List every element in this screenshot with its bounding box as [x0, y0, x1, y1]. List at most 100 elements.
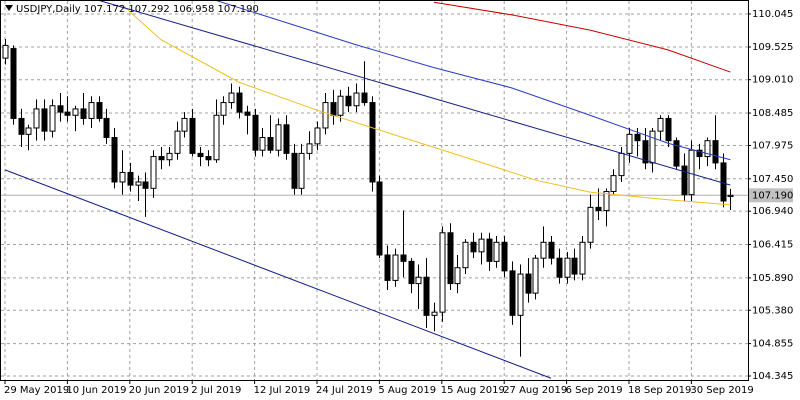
- x-tick-label: 20 Jun 2019: [129, 385, 189, 396]
- y-tick-label: 107.450: [752, 174, 793, 185]
- y-tick-label: 105.380: [752, 305, 793, 316]
- x-tick-label: 27 Aug 2019: [503, 385, 567, 396]
- candle-body: [681, 165, 688, 196]
- symbol-icon: [5, 5, 13, 11]
- candle-body: [712, 140, 719, 164]
- y-tick-label: 106.940: [752, 206, 793, 217]
- candle-body: [540, 241, 547, 259]
- candle-body: [486, 238, 493, 262]
- candle-body: [197, 152, 204, 158]
- candle-body: [64, 111, 71, 116]
- candle-body: [548, 241, 555, 259]
- candle-body: [96, 102, 103, 119]
- candle-body: [454, 267, 461, 285]
- candle-body: [205, 156, 212, 161]
- candle-body: [228, 92, 235, 104]
- candle-body: [80, 108, 87, 119]
- candle-body: [447, 232, 454, 285]
- x-tick-label: 24 Jul 2019: [316, 385, 373, 396]
- indicator-line: [216, 1, 731, 161]
- candle-body: [657, 117, 664, 132]
- x-tick-label: 2 Jul 2019: [191, 385, 241, 396]
- candle-body: [181, 117, 188, 132]
- candle-body: [727, 194, 734, 197]
- candle-body: [220, 102, 227, 116]
- candle-body: [564, 257, 571, 278]
- candle-body: [408, 260, 415, 285]
- candle-body: [275, 124, 282, 151]
- y-tick-label: 110.045: [752, 9, 793, 20]
- x-tick-label: 12 Jul 2019: [254, 385, 311, 396]
- candle-body: [353, 92, 360, 107]
- indicator-line: [433, 1, 731, 73]
- x-tick-label: 15 Aug 2019: [441, 385, 505, 396]
- x-tick-label: 30 Sep 2019: [690, 385, 753, 396]
- x-tick-label: 18 Sep 2019: [628, 385, 691, 396]
- candle-body: [49, 105, 56, 132]
- candle-body: [595, 206, 602, 212]
- candle-body: [587, 206, 594, 243]
- candle-body: [423, 276, 430, 316]
- candle-body: [166, 152, 173, 161]
- candle-body: [626, 133, 633, 154]
- candle-body: [72, 108, 79, 116]
- candle-body: [111, 137, 118, 183]
- candle-body: [431, 311, 438, 316]
- candle-body: [267, 137, 274, 151]
- candle-body: [603, 190, 610, 212]
- candle-body: [478, 238, 485, 253]
- candle-body: [10, 48, 17, 119]
- candle-body: [571, 257, 578, 275]
- plot: [1, 1, 748, 380]
- candle-body: [142, 181, 149, 189]
- candle-body: [493, 241, 500, 262]
- candle-body: [252, 114, 259, 151]
- candle-body: [88, 102, 95, 119]
- candle-body: [33, 108, 40, 129]
- y-tick-label: 108.485: [752, 108, 793, 119]
- price-label: 107.190: [752, 190, 793, 201]
- candle-body: [322, 102, 329, 129]
- indicator-line: [121, 4, 731, 206]
- candle-body: [345, 95, 352, 107]
- price-label-box: [749, 188, 793, 203]
- candle-body: [704, 140, 711, 158]
- candle-body: [634, 133, 641, 142]
- candle-body: [306, 143, 313, 154]
- x-tick-label: 6 Sep 2019: [566, 385, 623, 396]
- candle-body: [556, 257, 563, 278]
- candle-body: [688, 149, 695, 196]
- candle-body: [517, 273, 524, 316]
- candle-body: [415, 276, 422, 285]
- candle-body: [330, 102, 337, 116]
- y-tick-label: 106.415: [752, 240, 793, 251]
- y-tick-label: 109.525: [752, 42, 793, 53]
- candle-body: [579, 241, 586, 275]
- candle-body: [236, 92, 243, 113]
- candle-body: [18, 117, 25, 135]
- indicator-line: [99, 1, 731, 186]
- x-tick-label: 10 Jun 2019: [66, 385, 126, 396]
- candle-body: [150, 156, 157, 189]
- candle-body: [720, 162, 727, 202]
- y-tick-label: 104.345: [752, 371, 793, 382]
- candle-body: [400, 254, 407, 262]
- candle-body: [2, 44, 9, 59]
- candle-body: [119, 171, 126, 183]
- candle-body: [174, 130, 181, 154]
- y-tick-label: 109.010: [752, 75, 793, 86]
- candle-body: [337, 95, 344, 116]
- candle-body: [213, 114, 220, 161]
- candle-body: [439, 232, 446, 313]
- candle-body: [673, 140, 680, 167]
- candle-body: [525, 273, 532, 294]
- y-tick-label: 104.855: [752, 339, 793, 350]
- candle-body: [618, 152, 625, 177]
- candle-body: [298, 152, 305, 189]
- candle-body: [361, 92, 368, 104]
- candle-body: [25, 127, 32, 135]
- y-tick-label: 107.975: [752, 140, 793, 151]
- candle-body: [470, 241, 477, 253]
- candle-body: [462, 241, 469, 269]
